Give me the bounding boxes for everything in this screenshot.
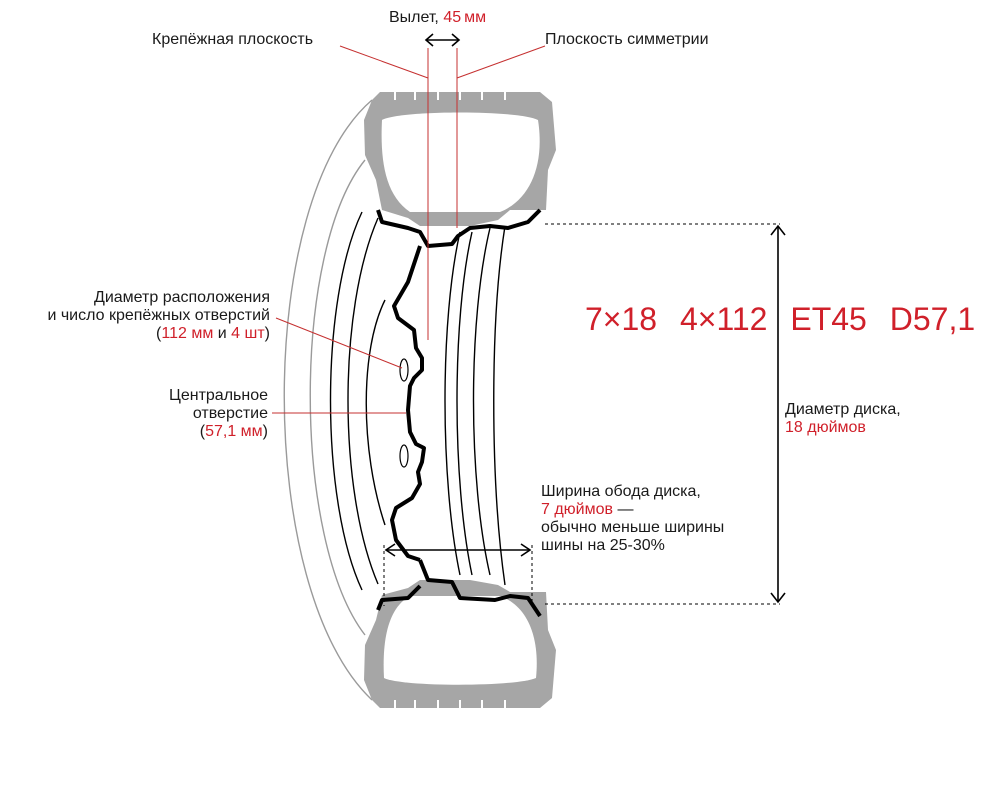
center-bore-line3: (57,1 мм)	[199, 423, 268, 440]
tread-bottom	[394, 700, 506, 708]
rim-width-arrow	[384, 543, 532, 557]
bolt-pattern-label: Диаметр расположения и число крепёжных о…	[47, 289, 270, 343]
tire-side-arcs	[283, 99, 373, 701]
bolt-pattern-diameter: 112 мм	[161, 325, 214, 342]
spec-size: 7×18	[585, 301, 658, 337]
bolt-hole-lower	[399, 444, 409, 468]
tire-inner-bottom	[383, 596, 537, 685]
bolt-pattern-line3: (112 мм и 4 шт)	[156, 325, 270, 342]
bolt-pattern-leader	[275, 317, 403, 369]
spec-et: ET45	[790, 301, 867, 337]
rim-barrel-arcs	[329, 211, 506, 591]
tread-top	[394, 92, 506, 100]
offset-unit: мм	[464, 9, 487, 26]
center-bore-line1: Центральное	[169, 387, 268, 404]
bolt-pattern-line2: и число крепёжных отверстий	[47, 307, 270, 324]
center-bore-line2: отверстие	[192, 405, 268, 422]
rim-width-line3: обычно меньше ширины	[541, 519, 725, 536]
tire-section-top	[364, 92, 556, 226]
rim-width-line2: 7 дюймов —	[541, 501, 634, 518]
spec-dia: D57,1	[889, 301, 976, 337]
bolt-pattern-count: 4 шт	[231, 325, 265, 342]
center-bore-label: Центральное отверстие (57,1 мм)	[169, 387, 268, 441]
rim-width-guides	[383, 545, 533, 606]
tire-inner-top	[383, 115, 537, 206]
rim-width-text: Ширина обода диска,	[541, 483, 701, 500]
offset-arrow	[424, 33, 461, 47]
symmetry-plane-label: Плоскость симметрии	[545, 31, 709, 48]
center-bore-value: 57,1 мм	[205, 423, 263, 440]
mounting-plane-label: Крепёжная плоскость	[152, 31, 314, 48]
rim-diameter-arrow	[770, 224, 786, 604]
spec-pcd: 4×112	[679, 301, 768, 337]
rim-profile	[376, 208, 542, 618]
symmetry-plane-leader	[456, 45, 546, 79]
offset-label-text: Вылет,	[389, 9, 439, 26]
bolt-hole-upper	[399, 358, 409, 382]
bolt-pattern-line1: Диаметр расположения	[94, 289, 270, 306]
offset-value: 45	[443, 9, 462, 26]
rim-diameter-text: Диаметр диска,	[785, 401, 901, 418]
rim-diameter-value: 18 дюймов	[785, 419, 866, 436]
rim-width-value: 7 дюймов	[541, 501, 614, 518]
mounting-plane-leader	[339, 45, 429, 79]
spec-string: 7×18 4×112 ET45 D57,1	[585, 302, 975, 336]
rim-diameter-label: Диаметр диска, 18 дюймов	[785, 401, 901, 437]
offset-label: Вылет, 45 мм	[389, 9, 486, 27]
rim-width-line4: шины на 25-30%	[541, 537, 665, 554]
rim-width-label: Ширина обода диска, 7 дюймов — обычно ме…	[541, 483, 724, 555]
